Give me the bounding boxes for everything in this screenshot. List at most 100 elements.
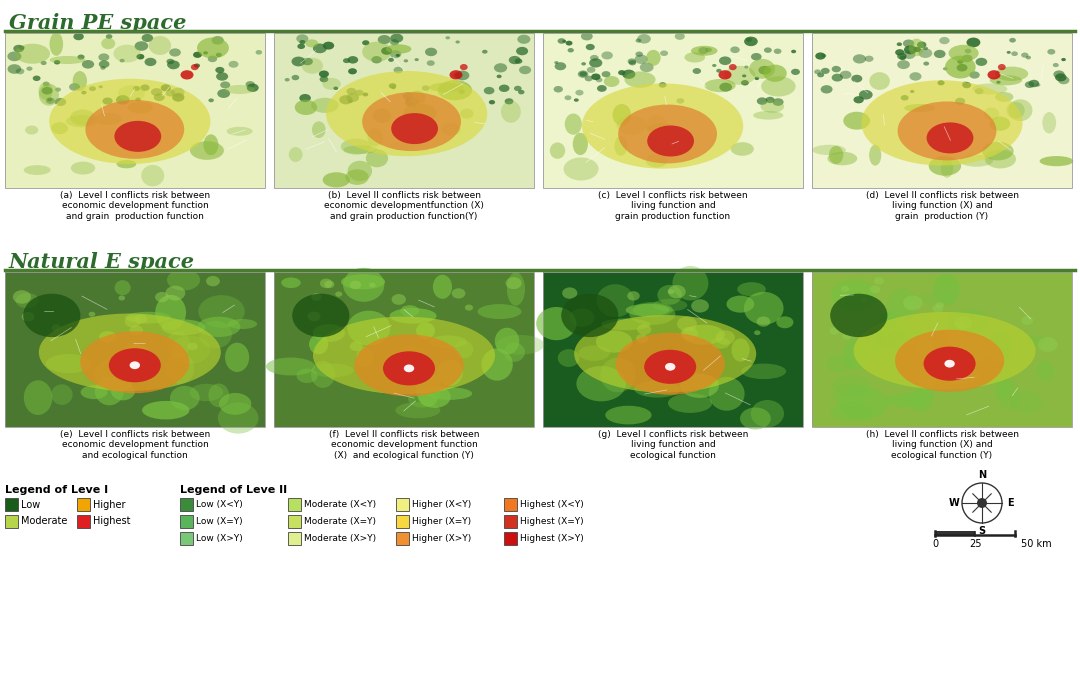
Ellipse shape: [165, 90, 175, 97]
Ellipse shape: [989, 116, 1010, 131]
Ellipse shape: [390, 50, 402, 58]
Ellipse shape: [982, 142, 1014, 160]
Ellipse shape: [373, 108, 391, 123]
Ellipse shape: [916, 339, 934, 356]
Ellipse shape: [754, 330, 760, 335]
Text: Highest: Highest: [93, 517, 131, 526]
Ellipse shape: [572, 133, 588, 155]
Ellipse shape: [880, 311, 896, 328]
Ellipse shape: [923, 47, 928, 50]
Ellipse shape: [501, 101, 521, 123]
Ellipse shape: [829, 146, 843, 164]
Ellipse shape: [718, 70, 731, 80]
Ellipse shape: [167, 61, 179, 69]
Ellipse shape: [81, 90, 86, 95]
Ellipse shape: [564, 158, 598, 180]
Ellipse shape: [459, 90, 465, 94]
Ellipse shape: [313, 44, 327, 53]
Ellipse shape: [39, 84, 59, 105]
Ellipse shape: [589, 58, 603, 67]
Ellipse shape: [456, 71, 470, 80]
Ellipse shape: [225, 343, 249, 372]
Ellipse shape: [455, 341, 473, 358]
Ellipse shape: [945, 56, 975, 78]
Ellipse shape: [445, 36, 450, 39]
Ellipse shape: [1010, 391, 1042, 413]
Ellipse shape: [929, 156, 961, 175]
Ellipse shape: [744, 37, 758, 46]
Ellipse shape: [429, 83, 463, 92]
Ellipse shape: [861, 298, 868, 303]
Ellipse shape: [972, 84, 1008, 95]
Ellipse shape: [323, 172, 350, 188]
Bar: [543, 33, 804, 188]
Ellipse shape: [246, 84, 259, 92]
Ellipse shape: [482, 348, 513, 381]
Ellipse shape: [644, 350, 697, 384]
Ellipse shape: [401, 305, 419, 316]
Ellipse shape: [362, 40, 369, 46]
Ellipse shape: [51, 122, 68, 134]
Ellipse shape: [203, 51, 208, 54]
Ellipse shape: [859, 90, 873, 99]
Bar: [543, 272, 804, 427]
Ellipse shape: [165, 353, 194, 384]
Ellipse shape: [98, 61, 109, 68]
Ellipse shape: [225, 85, 255, 94]
Ellipse shape: [908, 39, 924, 56]
Ellipse shape: [124, 316, 140, 328]
Ellipse shape: [832, 73, 842, 82]
Ellipse shape: [18, 46, 25, 50]
Ellipse shape: [161, 320, 205, 335]
Ellipse shape: [579, 345, 610, 361]
Ellipse shape: [39, 313, 220, 391]
Ellipse shape: [81, 386, 107, 399]
Ellipse shape: [515, 58, 523, 64]
Ellipse shape: [906, 294, 955, 304]
Ellipse shape: [964, 49, 971, 53]
Ellipse shape: [831, 279, 877, 311]
Ellipse shape: [791, 69, 800, 75]
Ellipse shape: [308, 311, 321, 321]
Ellipse shape: [403, 103, 436, 122]
Ellipse shape: [419, 386, 450, 408]
Circle shape: [962, 483, 1002, 523]
Ellipse shape: [940, 37, 949, 44]
Ellipse shape: [764, 65, 786, 82]
Ellipse shape: [900, 56, 906, 60]
Ellipse shape: [499, 84, 510, 92]
Ellipse shape: [70, 109, 95, 126]
Ellipse shape: [366, 150, 388, 167]
Ellipse shape: [285, 78, 289, 82]
Ellipse shape: [842, 333, 852, 339]
Ellipse shape: [757, 97, 768, 105]
Text: (e)  Level I conflicts risk between
economic development function
and ecological: (e) Level I conflicts risk between econo…: [59, 430, 211, 460]
Ellipse shape: [636, 334, 648, 343]
Ellipse shape: [297, 44, 305, 49]
Ellipse shape: [962, 54, 973, 62]
Ellipse shape: [833, 375, 870, 396]
Ellipse shape: [727, 296, 754, 313]
Ellipse shape: [554, 61, 558, 64]
Ellipse shape: [667, 394, 712, 413]
Text: (h)  Level II conflicts risk between
living function (X) and
ecological function: (h) Level II conflicts risk between livi…: [865, 430, 1018, 460]
Ellipse shape: [637, 34, 651, 44]
Ellipse shape: [550, 142, 565, 159]
Ellipse shape: [658, 285, 681, 305]
Text: Highest (X<Y): Highest (X<Y): [519, 500, 584, 509]
Ellipse shape: [822, 54, 826, 57]
Ellipse shape: [350, 341, 363, 351]
Ellipse shape: [95, 377, 124, 405]
Ellipse shape: [395, 54, 400, 57]
Ellipse shape: [996, 377, 1013, 399]
Ellipse shape: [482, 50, 487, 54]
Ellipse shape: [865, 56, 874, 62]
Ellipse shape: [103, 97, 112, 105]
Ellipse shape: [744, 65, 748, 69]
Ellipse shape: [218, 403, 258, 434]
Ellipse shape: [569, 309, 594, 327]
Ellipse shape: [404, 364, 415, 372]
Ellipse shape: [773, 48, 782, 54]
Ellipse shape: [639, 63, 653, 72]
Ellipse shape: [1011, 52, 1018, 56]
